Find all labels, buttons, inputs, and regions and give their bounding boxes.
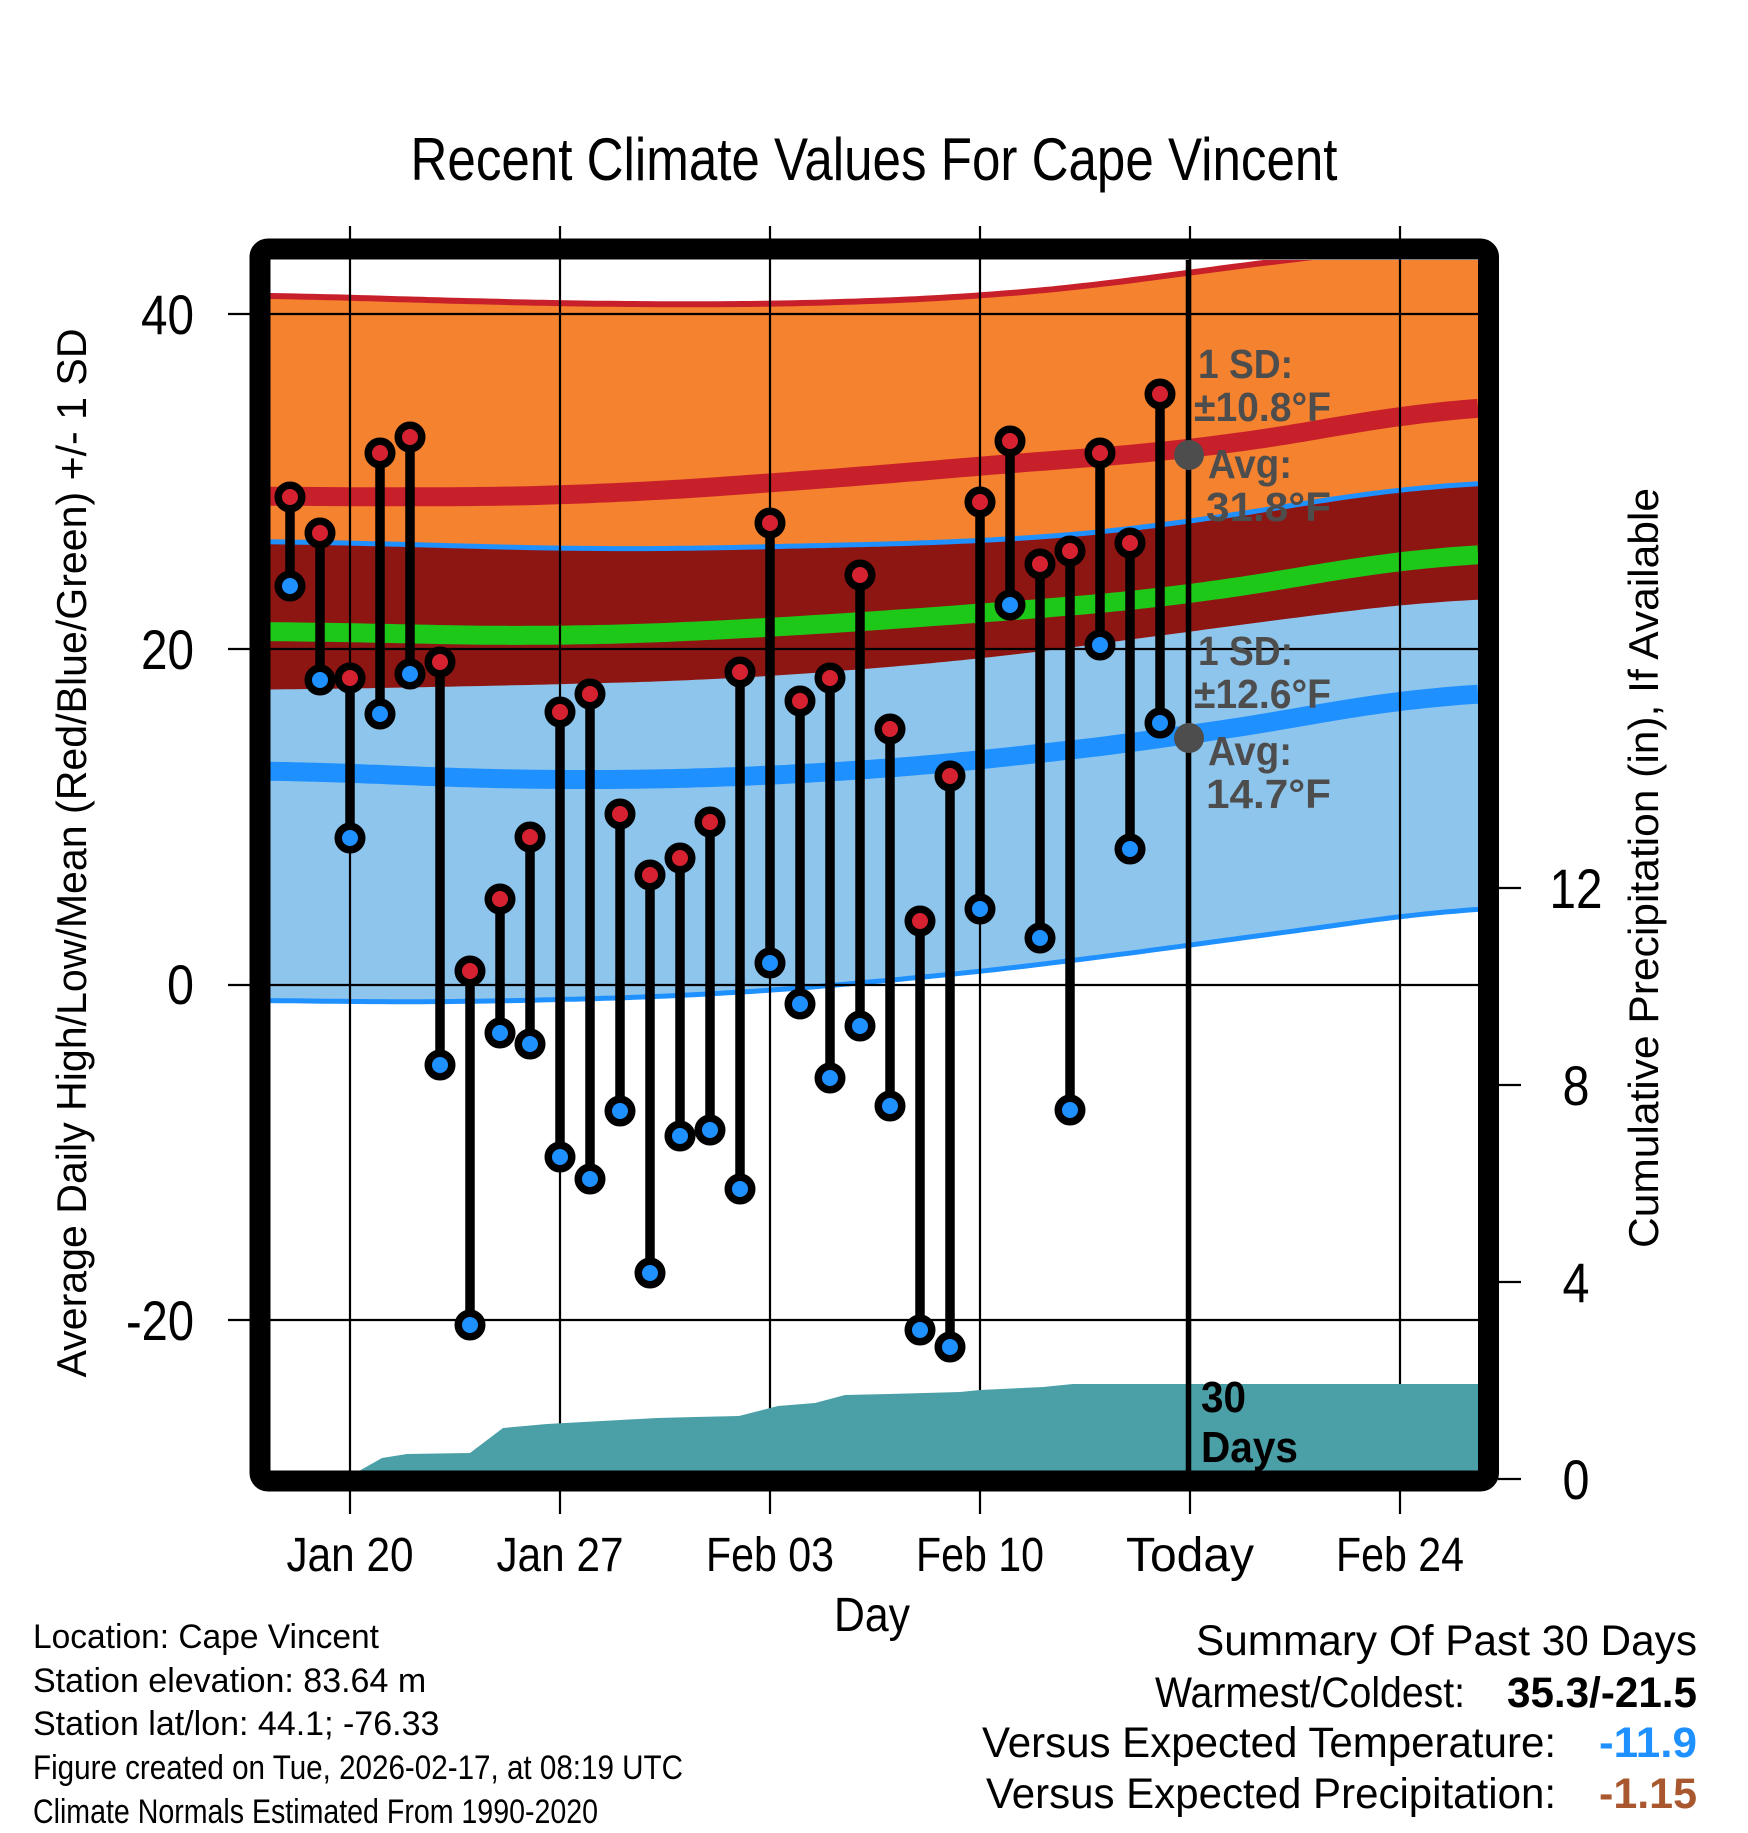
svg-text:-11.9: -11.9 (1599, 1720, 1697, 1767)
svg-text:Average Daily High/Low/Mean (R: Average Daily High/Low/Mean (Red/Blue/Gr… (48, 329, 95, 1378)
svg-text:40: 40 (141, 283, 194, 346)
svg-text:±12.6°F: ±12.6°F (1194, 671, 1331, 717)
svg-text:±10.8°F: ±10.8°F (1194, 384, 1331, 430)
svg-text:-1.15: -1.15 (1599, 1771, 1697, 1818)
svg-text:14.7°F: 14.7°F (1206, 771, 1331, 817)
svg-text:Recent Climate Values For Cape: Recent Climate Values For Cape Vincent (411, 126, 1338, 193)
svg-text:Station lat/lon: 44.1; -76.33: Station lat/lon: 44.1; -76.33 (33, 1705, 439, 1743)
svg-text:1 SD:: 1 SD: (1198, 341, 1293, 387)
svg-text:Avg:: Avg: (1208, 441, 1292, 487)
svg-text:Today: Today (1126, 1529, 1254, 1582)
svg-text:Jan 20: Jan 20 (287, 1529, 414, 1582)
svg-text:0: 0 (167, 953, 194, 1016)
svg-text:8: 8 (1563, 1054, 1590, 1117)
svg-text:35.3/-21.5: 35.3/-21.5 (1507, 1670, 1697, 1717)
svg-text:Feb 10: Feb 10 (916, 1529, 1044, 1582)
svg-text:12: 12 (1550, 857, 1603, 920)
svg-text:Versus Expected Temperature:: Versus Expected Temperature: (982, 1720, 1556, 1767)
svg-text:Days: Days (1201, 1423, 1298, 1472)
svg-text:Location: Cape Vincent: Location: Cape Vincent (33, 1618, 380, 1656)
svg-text:31.8°F: 31.8°F (1206, 484, 1331, 530)
svg-text:1 SD:: 1 SD: (1198, 628, 1293, 674)
svg-text:Avg:: Avg: (1208, 728, 1292, 774)
svg-text:0: 0 (1563, 1448, 1590, 1511)
svg-text:30: 30 (1201, 1373, 1246, 1422)
svg-text:Jan 27: Jan 27 (497, 1529, 624, 1582)
svg-text:Feb 03: Feb 03 (706, 1529, 834, 1582)
svg-text:Climate Normals Estimated From: Climate Normals Estimated From 1990-2020 (33, 1793, 598, 1828)
svg-text:Figure created on Tue, 2026-02: Figure created on Tue, 2026-02-17, at 08… (33, 1749, 683, 1787)
svg-text:Feb 24: Feb 24 (1336, 1529, 1464, 1582)
svg-text:Summary Of Past 30 Days: Summary Of Past 30 Days (1196, 1618, 1697, 1665)
svg-text:Versus Expected Precipitation:: Versus Expected Precipitation: (986, 1771, 1556, 1818)
svg-text:Cumulative Precipitation (in),: Cumulative Precipitation (in), If Availa… (1620, 488, 1667, 1248)
svg-text:-20: -20 (126, 1289, 194, 1352)
svg-text:Warmest/Coldest:: Warmest/Coldest: (1155, 1670, 1465, 1717)
svg-text:Day: Day (834, 1589, 910, 1642)
svg-text:Station elevation: 83.64 m: Station elevation: 83.64 m (33, 1662, 426, 1700)
svg-text:4: 4 (1563, 1251, 1590, 1314)
svg-text:20: 20 (141, 618, 194, 681)
